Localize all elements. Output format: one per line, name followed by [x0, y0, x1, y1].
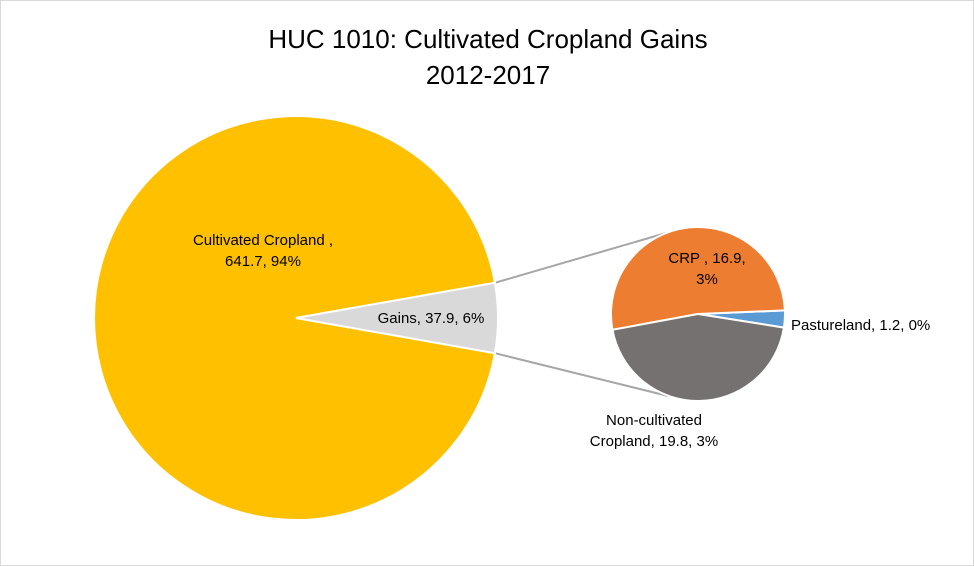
data-label-non-cultivated-cropland: Non-cultivated Cropland, 19.8, 3%	[590, 412, 718, 450]
chart-subtitle: 2012-2017	[426, 60, 550, 90]
data-labels: Cultivated Cropland , 641.7, 94% Gains, 37…	[193, 232, 930, 450]
connector-line-bottom	[494, 352, 669, 397]
slice-non-cultivated-cropland	[609, 225, 786, 331]
data-label-crp: CRP , 16.9, 3%	[668, 250, 745, 288]
chart-title: HUC 1010: Cultivated Cropland Gains	[268, 24, 707, 54]
slice-gains	[295, 281, 500, 355]
slice-crp	[611, 312, 786, 402]
secondary-pie	[609, 225, 786, 402]
connector-lines	[494, 232, 669, 397]
primary-pie	[93, 115, 500, 521]
data-label-pastureland: Pastureland, 1.2, 0%	[791, 317, 930, 334]
connector-line-top	[494, 232, 667, 284]
data-label-gains: Gains, 37.9, 6%	[378, 310, 485, 327]
slice-cultivated-cropland	[93, 115, 497, 521]
data-label-cultivated-cropland: Cultivated Cropland , 641.7, 94%	[193, 232, 333, 270]
